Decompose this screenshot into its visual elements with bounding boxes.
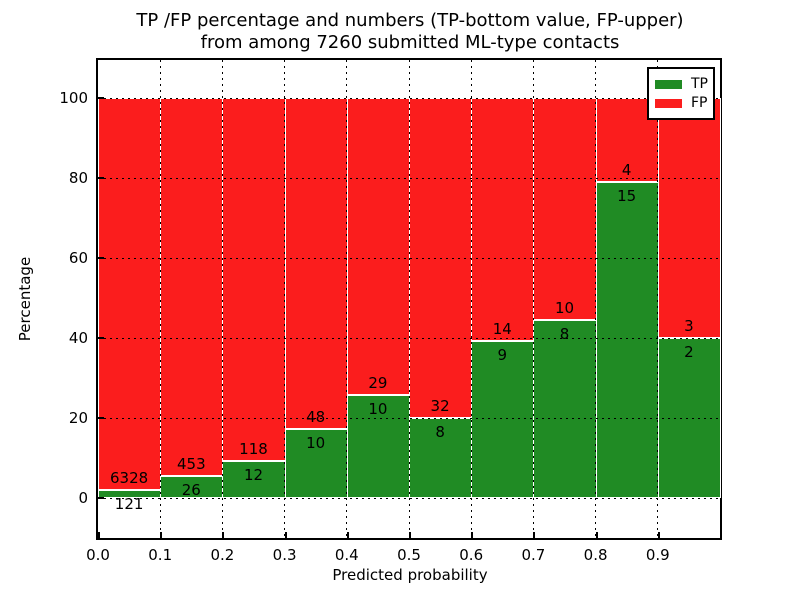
legend-color-patch xyxy=(655,99,682,108)
fp-count-label: 6328 xyxy=(110,469,149,488)
y-gridline xyxy=(98,98,720,99)
tp-count-label: 12 xyxy=(243,466,264,485)
legend: TP FP xyxy=(647,67,715,120)
bar-segment-fp xyxy=(346,98,410,396)
tp-count-label: 10 xyxy=(368,400,388,419)
y-gridline xyxy=(98,338,720,339)
fp-count-label: 14 xyxy=(492,320,512,339)
y-tick-mark xyxy=(98,257,104,259)
legend-color-patch xyxy=(655,80,682,89)
tp-count-label: 121 xyxy=(114,495,144,514)
legend-entry: FP xyxy=(655,95,708,112)
fp-count-label: 4 xyxy=(621,161,632,180)
x-gridline xyxy=(595,60,597,538)
fp-count-label: 29 xyxy=(368,374,388,393)
x-tick-mark xyxy=(471,532,474,538)
y-tick-label: 60 xyxy=(68,249,88,267)
x-gridline xyxy=(470,60,472,538)
x-tick-mark xyxy=(657,532,660,538)
x-gridline xyxy=(408,60,410,538)
y-gridline xyxy=(98,418,720,419)
x-axis-label: Predicted probability xyxy=(332,566,488,584)
x-tick-mark xyxy=(160,532,163,538)
x-tick-label: 0.4 xyxy=(334,546,359,564)
tp-count-label: 9 xyxy=(497,346,508,365)
bar-segment-tp xyxy=(409,418,473,498)
bar-segment-tp xyxy=(346,395,410,498)
bar-segment-tp xyxy=(222,461,286,498)
chart-title-line1: TP /FP percentage and numbers (TP-bottom… xyxy=(136,10,684,31)
fp-count-label: 10 xyxy=(554,299,575,318)
x-tick-label: 0.3 xyxy=(272,546,297,564)
y-tick-mark xyxy=(98,337,104,339)
y-tick-mark xyxy=(98,497,104,499)
bar-segment-fp xyxy=(98,98,162,491)
bar-segment-tp xyxy=(595,182,659,498)
x-tick-label: 0.9 xyxy=(645,546,670,564)
legend-entry-label: FP xyxy=(691,95,708,111)
tp-count-label: 26 xyxy=(181,481,201,500)
x-gridline xyxy=(532,60,534,538)
bar-segment-tp xyxy=(471,341,535,498)
bar-segment-tp xyxy=(533,320,597,498)
plot-area: 6328 121 453 26 118 12 48 10 29 10 32 8 14 9 10 8 4 15 3 2 xyxy=(96,58,722,540)
x-tick-label: 0.8 xyxy=(583,546,608,564)
y-tick-mark xyxy=(98,417,104,419)
y-tick-label: 80 xyxy=(68,169,88,187)
fp-count-label: 453 xyxy=(176,455,206,474)
x-tick-mark xyxy=(98,532,100,538)
fp-count-label: 32 xyxy=(430,397,450,415)
y-axis-label: Percentage xyxy=(16,256,34,342)
x-gridline xyxy=(346,60,348,538)
tp-count-label: 15 xyxy=(617,187,637,206)
x-tick-label: 0.6 xyxy=(459,546,484,564)
y-tick-label: 0 xyxy=(78,489,88,507)
y-tick-mark xyxy=(98,177,104,179)
x-tick-label: 0.5 xyxy=(397,546,421,564)
y-tick-label: 40 xyxy=(68,329,88,347)
x-gridline xyxy=(221,60,223,538)
x-tick-label: 0.1 xyxy=(148,546,173,564)
y-tick-label: 20 xyxy=(68,409,88,427)
tp-count-label: 2 xyxy=(684,343,694,361)
y-gridline xyxy=(98,498,720,499)
fp-count-label: 48 xyxy=(306,408,326,427)
x-gridline xyxy=(284,60,286,538)
x-tick-mark xyxy=(346,532,349,538)
x-gridline xyxy=(657,60,659,538)
chart-title-line2: from among 7260 submitted ML-type contac… xyxy=(200,32,620,53)
x-tick-mark xyxy=(222,532,225,538)
bar-segment-fp xyxy=(284,98,348,430)
legend-entry-label: TP xyxy=(691,76,708,92)
bar-segment-fp xyxy=(471,98,535,342)
y-gridline xyxy=(98,178,720,179)
y-gridline xyxy=(98,258,720,259)
tp-count-label: 8 xyxy=(559,325,570,344)
x-tick-mark xyxy=(409,532,411,538)
bar-segment-fp xyxy=(222,98,286,462)
y-tick-label: 100 xyxy=(59,89,88,107)
tp-count-label: 10 xyxy=(306,434,326,453)
x-tick-label: 0.0 xyxy=(86,546,110,564)
fp-count-label: 118 xyxy=(239,440,268,459)
bar-segment-fp xyxy=(533,98,597,321)
x-tick-label: 0.7 xyxy=(521,546,546,564)
x-tick-mark xyxy=(595,532,598,538)
fp-count-label: 3 xyxy=(684,317,694,335)
x-tick-mark xyxy=(284,532,287,538)
x-gridline xyxy=(159,60,161,538)
bar-segment-fp xyxy=(657,98,721,338)
x-tick-label: 0.2 xyxy=(210,546,235,564)
y-tick-mark xyxy=(98,97,104,99)
tp-count-label: 8 xyxy=(435,423,445,441)
legend-entry: TP xyxy=(655,76,708,93)
x-tick-mark xyxy=(533,532,536,538)
bar-segment-fp xyxy=(160,98,224,477)
